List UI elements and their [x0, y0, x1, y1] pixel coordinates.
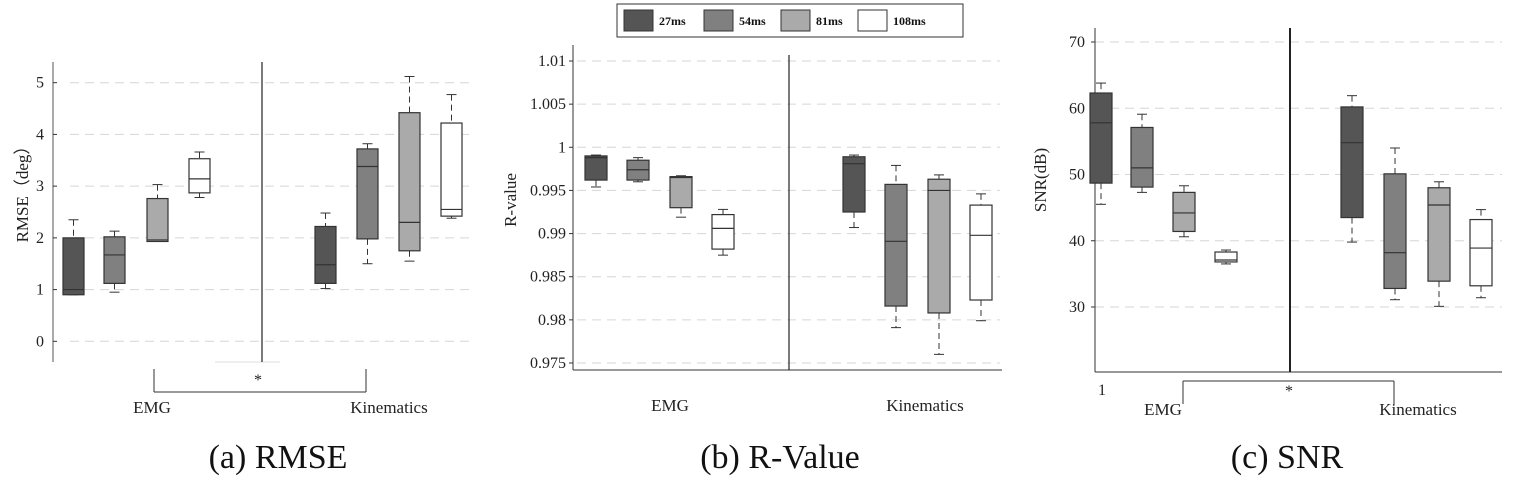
legend-swatch-54ms — [703, 9, 734, 32]
box-54ms-Kinematics — [884, 164, 908, 329]
y-tick-label: 30 — [1069, 299, 1085, 316]
y-tick-label: 1 — [558, 139, 566, 156]
y-tick-label: 0.995 — [530, 182, 566, 199]
x-tick-label: 1 — [1098, 382, 1106, 399]
box-27ms-EMG — [1089, 82, 1113, 205]
box-54ms-EMG — [103, 230, 126, 293]
y-tick-label: 50 — [1069, 167, 1085, 184]
legend-swatch-108ms — [857, 9, 888, 32]
panel-3: 30 40 50 60 70 SNR(dB) * 1 EMG Kinematics (c) SNR — [1031, 28, 1502, 476]
panel-caption: (c) SNR — [1231, 439, 1344, 476]
box-27ms-Kinematics — [1340, 95, 1364, 243]
y-tick-label: 2 — [36, 230, 44, 247]
box-iqr — [711, 213, 735, 250]
legend-label-108ms: 108ms — [893, 14, 926, 28]
box-81ms-Kinematics — [398, 75, 421, 262]
group-label-kinematics: Kinematics — [1379, 400, 1456, 419]
box-iqr — [584, 155, 608, 181]
panel-caption: (b) R-Value — [700, 439, 860, 476]
box-iqr — [356, 148, 379, 240]
y-tick-label: 1.005 — [530, 96, 566, 113]
significance-star: * — [1285, 383, 1293, 400]
box-iqr — [669, 176, 693, 209]
group-label-emg: EMG — [651, 396, 689, 415]
box-81ms-EMG — [669, 175, 693, 218]
significance-star: * — [254, 372, 262, 389]
box-iqr — [927, 178, 951, 314]
box-iqr — [884, 183, 908, 307]
box-iqr — [1469, 218, 1493, 287]
legend-label-54ms: 54ms — [739, 14, 766, 28]
y-axis-label: SNR(dB) — [1031, 148, 1050, 212]
box-54ms-Kinematics — [1383, 147, 1407, 301]
box-iqr — [1130, 126, 1154, 188]
y-tick-label: 3 — [36, 178, 44, 195]
box-27ms-Kinematics — [314, 212, 337, 290]
group-label-emg: EMG — [133, 398, 171, 417]
y-axis-label: R-value — [501, 173, 520, 227]
box-108ms-EMG — [188, 151, 211, 199]
y-tick-label: 1 — [36, 282, 44, 299]
box-108ms-Kinematics — [440, 94, 463, 219]
box-108ms-EMG — [711, 208, 735, 256]
legend: 27ms 54ms 81ms 108ms — [616, 3, 964, 38]
y-tick-label: 0.975 — [530, 355, 566, 372]
box-54ms-EMG — [626, 157, 650, 183]
box-54ms-Kinematics — [356, 143, 379, 265]
y-tick-label: 5 — [36, 75, 44, 92]
y-axis-label: RMSE（deg） — [13, 138, 32, 243]
y-tick-label: 0.99 — [538, 226, 566, 243]
box-81ms-Kinematics — [927, 174, 951, 355]
box-iqr — [188, 158, 211, 194]
box-27ms-Kinematics — [842, 154, 866, 229]
box-27ms-EMG — [62, 219, 85, 296]
box-iqr — [1172, 191, 1196, 233]
y-tick-label: 0.98 — [538, 312, 566, 329]
y-tick-label: 60 — [1069, 100, 1085, 117]
group-label-kinematics: Kinematics — [350, 398, 427, 417]
box-iqr — [1214, 251, 1238, 263]
box-iqr — [440, 122, 463, 217]
box-iqr — [1340, 106, 1364, 219]
group-label-kinematics: Kinematics — [886, 396, 963, 415]
panel-caption: (a) RMSE — [209, 439, 348, 476]
box-iqr — [103, 236, 126, 284]
panel-2: 0.975 0.98 0.985 0.99 0.995 1 1.005 1.01 R-value… — [501, 45, 1002, 476]
box-81ms-EMG — [1172, 185, 1196, 238]
box-iqr — [969, 204, 993, 301]
y-tick-label: 40 — [1069, 233, 1085, 250]
box-54ms-EMG — [1130, 113, 1154, 193]
box-iqr — [1427, 187, 1451, 282]
panel-1: 0 1 2 3 4 5 RMSE（deg） * EMG Kinematics (a) RMSE — [13, 62, 470, 476]
box-108ms-Kinematics — [1469, 209, 1493, 299]
box-108ms-EMG — [1214, 249, 1238, 265]
y-tick-label: 0 — [36, 333, 44, 350]
legend-swatch-81ms — [780, 9, 811, 32]
significance-bracket: * — [153, 369, 367, 393]
box-iqr — [1383, 173, 1407, 290]
y-tick-label: 4 — [36, 126, 44, 143]
legend-swatch-27ms — [623, 9, 654, 32]
group-label-emg: EMG — [1144, 400, 1182, 419]
box-iqr — [1089, 92, 1113, 184]
y-tick-label: 70 — [1069, 34, 1085, 51]
box-81ms-Kinematics — [1427, 181, 1451, 307]
box-iqr — [314, 225, 337, 284]
box-iqr — [62, 237, 85, 296]
legend-label-81ms: 81ms — [816, 14, 843, 28]
box-iqr — [842, 156, 866, 213]
significance-bracket: * — [1182, 380, 1395, 404]
box-108ms-Kinematics — [969, 193, 993, 322]
legend-label-27ms: 27ms — [659, 14, 686, 28]
box-iqr — [146, 197, 169, 243]
box-27ms-EMG — [584, 154, 608, 188]
y-tick-label: 0.985 — [530, 269, 566, 286]
box-iqr — [398, 112, 421, 252]
box-81ms-EMG — [146, 184, 169, 243]
y-tick-label: 1.01 — [538, 53, 566, 70]
